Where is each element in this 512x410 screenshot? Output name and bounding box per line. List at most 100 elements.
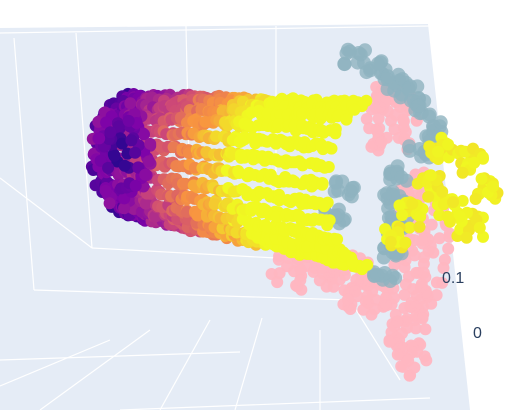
data-point <box>375 135 388 148</box>
data-point <box>124 97 137 110</box>
grid-line <box>75 32 93 249</box>
data-point <box>442 242 455 255</box>
data-point <box>125 134 138 147</box>
data-point <box>437 198 450 211</box>
data-point <box>361 258 374 271</box>
data-point <box>476 151 489 164</box>
data-point <box>418 251 430 264</box>
data-point <box>142 155 155 168</box>
grid-line <box>91 247 277 259</box>
data-point <box>394 340 407 353</box>
data-point <box>422 190 435 203</box>
grid-line <box>13 37 35 291</box>
data-point <box>103 197 116 210</box>
data-point <box>323 214 336 227</box>
data-point <box>112 120 125 133</box>
data-point <box>399 236 412 249</box>
data-point <box>270 210 283 223</box>
data-point <box>271 276 284 289</box>
data-point <box>409 322 422 335</box>
data-point <box>469 193 482 205</box>
data-point <box>317 252 330 265</box>
data-point <box>346 180 361 195</box>
data-point <box>144 137 157 150</box>
data-point <box>337 56 352 71</box>
data-point <box>208 198 221 211</box>
data-point <box>432 145 444 158</box>
data-point <box>402 143 417 158</box>
data-point <box>447 196 460 209</box>
data-point <box>425 218 438 231</box>
data-point <box>318 161 331 174</box>
data-point <box>102 161 115 174</box>
data-point <box>410 79 425 94</box>
data-point <box>344 303 357 315</box>
data-point <box>397 115 410 128</box>
data-point <box>384 235 397 248</box>
data-point <box>340 113 353 126</box>
data-point <box>419 323 432 336</box>
data-point <box>365 140 378 153</box>
data-point <box>436 185 449 198</box>
data-point <box>331 233 344 246</box>
data-point <box>251 229 264 242</box>
data-point <box>406 197 419 210</box>
data-point <box>140 197 153 210</box>
data-point <box>360 113 373 125</box>
data-point <box>383 335 396 348</box>
data-point <box>327 280 340 293</box>
data-point <box>403 221 416 234</box>
data-point <box>477 230 489 243</box>
grid-line <box>39 329 151 410</box>
data-point <box>411 345 424 358</box>
data-point <box>118 159 131 172</box>
data-point <box>402 270 415 283</box>
series-plasma-points <box>85 87 504 276</box>
data-point <box>329 123 342 135</box>
data-point <box>358 43 372 58</box>
z-tick-label: 0.1 <box>442 270 464 287</box>
data-point <box>416 312 429 325</box>
data-point <box>346 256 359 269</box>
data-point <box>456 166 469 179</box>
data-point <box>138 128 150 141</box>
data-point <box>391 315 403 328</box>
data-point <box>473 221 486 234</box>
data-point <box>100 116 113 129</box>
data-point <box>441 210 454 223</box>
data-point <box>442 138 455 151</box>
data-point <box>368 303 381 316</box>
data-point <box>475 172 488 185</box>
grid-line <box>0 177 93 249</box>
data-point <box>393 90 408 105</box>
data-point <box>420 354 433 367</box>
data-point <box>379 297 392 310</box>
data-point <box>408 249 421 262</box>
data-point <box>460 231 473 244</box>
data-point <box>129 179 142 192</box>
data-point <box>385 114 397 127</box>
data-point <box>93 132 106 145</box>
data-point <box>411 99 425 113</box>
data-point <box>363 122 376 135</box>
data-point <box>419 286 432 299</box>
data-point <box>394 170 409 185</box>
grid-line <box>349 299 401 381</box>
data-point <box>487 180 499 193</box>
data-point <box>318 200 331 213</box>
data-point <box>437 262 450 274</box>
data-point <box>370 268 385 282</box>
data-point <box>427 246 440 259</box>
data-point <box>404 300 417 313</box>
data-point <box>232 165 245 177</box>
data-point <box>430 289 443 302</box>
grid-line <box>159 319 211 410</box>
data-point <box>453 210 466 223</box>
data-point <box>348 103 361 116</box>
data-point <box>294 264 307 277</box>
data-point <box>316 178 329 191</box>
data-point <box>357 303 370 316</box>
data-point <box>261 221 274 234</box>
